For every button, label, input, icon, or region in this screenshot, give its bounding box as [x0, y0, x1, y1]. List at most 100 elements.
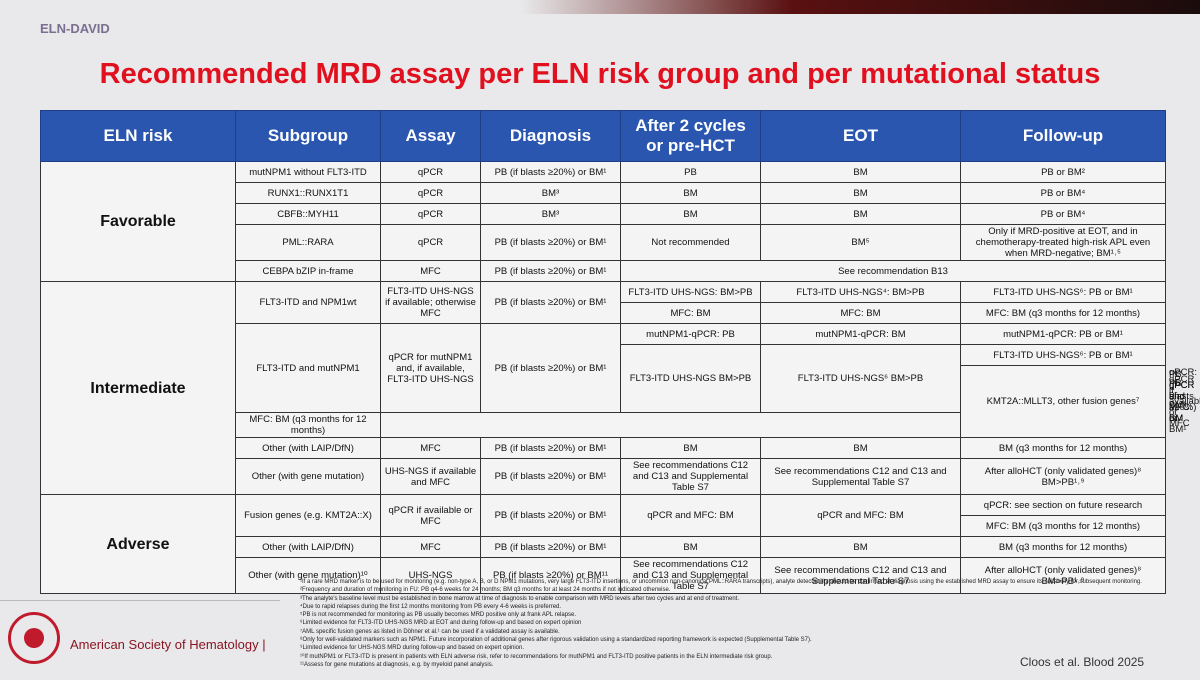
cell: PB or BM²	[960, 161, 1166, 183]
footnote: ⁵PB is not recommended for monitoring as…	[300, 612, 577, 619]
footnote: ¹⁰If mutNPM1 or FLT3-ITD is present in p…	[300, 653, 773, 660]
cell: MFC	[380, 437, 481, 459]
cell: MFC	[380, 260, 481, 282]
footnote: ⁴Due to rapid relapses during the first …	[300, 603, 562, 610]
cell: BM³	[480, 182, 621, 204]
cell: qPCR and MFC: BM	[620, 494, 761, 537]
mrd-table: ELN risk Subgroup Assay Diagnosis After …	[40, 110, 1200, 594]
cell: FLT3-ITD UHS-NGS⁴: BM>PB	[760, 281, 961, 303]
risk-cell: Intermediate	[40, 281, 236, 495]
cell: PB (if blasts ≥20%) or BM¹	[480, 260, 621, 282]
cell: Other (with gene mutation)	[235, 458, 381, 495]
footnote: ⁹Limited evidence for UHS-NGS MRD during…	[300, 645, 525, 652]
cell: BM	[760, 203, 961, 225]
cell: mutNPM1-qPCR: BM	[760, 323, 961, 345]
ash-logo	[8, 612, 60, 664]
header-row: ELN risk Subgroup Assay Diagnosis After …	[40, 110, 1166, 162]
top-band	[520, 0, 1200, 14]
cell: PB (if blasts ≥20%) or BM¹	[480, 437, 621, 459]
table-row: FLT3-ITD UHS-NGS BM>PB FLT3-ITD UHS-NGS⁶ …	[41, 344, 1166, 413]
cell: qPCR for mutNPM1 and, if available, FLT3…	[380, 323, 481, 413]
cell: mutNPM1-qPCR: PB	[620, 323, 761, 345]
cell: MFC: BM (q3 months for 12 months)	[960, 515, 1166, 537]
cell: See recommendations C12 and C13 and Supp…	[620, 458, 761, 495]
table-row: Other (with LAIP/DfN) MFC PB (if blasts ≥2…	[41, 437, 1166, 459]
cell: MFC: BM (q3 months for 12 months)	[235, 412, 381, 438]
cell: qPCR and MFC: BM	[760, 494, 961, 537]
cell: FLT3-ITD UHS-NGS⁶: PB or BM¹	[960, 344, 1166, 366]
cell: BM	[760, 182, 961, 204]
cell: PB (if blasts ≥20%) or BM¹	[480, 281, 621, 324]
cell: PB (if blasts ≥20%) or BM¹	[480, 536, 621, 558]
cell: PB (if blasts ≥20%) or BM¹	[480, 458, 621, 495]
cell: qPCR: see section on future research	[960, 494, 1166, 516]
cell: FLT3-ITD and mutNPM1	[235, 323, 381, 413]
cell: qPCR	[380, 161, 481, 183]
cell: BM (q3 months for 12 months)	[960, 536, 1166, 558]
cell: MFC: BM	[620, 302, 761, 324]
footnote: ⁸Only for well-validated markers such as…	[300, 637, 812, 644]
risk-cell: Favorable	[40, 161, 236, 282]
cell: Only if MRD-positive at EOT, and in chem…	[960, 224, 1166, 261]
cell: CEBPA bZIP in-frame	[235, 260, 381, 282]
footnote: ²Frequency and duration of monitoring in…	[300, 587, 671, 594]
column-header: Subgroup	[235, 110, 381, 162]
cell: qPCR	[380, 182, 481, 204]
cell: See recommendations C12 and C13 and Supp…	[760, 557, 961, 594]
cell: qPCR if available or MFC	[380, 494, 481, 537]
cell: mutNPM1-qPCR: PB or BM¹	[960, 323, 1166, 345]
cell: See recommendations C12 and C13 and Supp…	[760, 458, 961, 495]
cell: PB (if blasts ≥20%) or BM¹	[480, 494, 621, 537]
risk-cell: Adverse	[40, 494, 236, 594]
table-row: Other (with gene mutation)¹⁰ UHS-NGS PB (i…	[41, 557, 1166, 594]
column-header: Assay	[380, 110, 481, 162]
cell: PML::RARA	[235, 224, 381, 261]
cell: BM	[620, 203, 761, 225]
cell: RUNX1::RUNX1T1	[235, 182, 381, 204]
title: Recommended MRD assay per ELN risk group…	[99, 58, 1101, 90]
cell: BM	[620, 437, 761, 459]
cell: Not recommended	[620, 224, 761, 261]
cell: PB (if blasts ≥20%) or BM¹¹	[480, 557, 621, 594]
footnote: ¹¹Assess for gene mutations at diagnosis…	[300, 661, 494, 668]
cell: PB (if blasts ≥20%) or BM¹	[480, 224, 621, 261]
table-row: KMT2A::MLLT3, other fusion genes⁷ qPCR if…	[41, 365, 1200, 438]
cell: FLT3-ITD UHS-NGS if available; otherwise…	[380, 281, 481, 324]
table-row: Adverse Fusion genes (e.g. KMT2A::X) qPCR …	[40, 494, 1166, 594]
footnote: ³The analyte's baseline level must be es…	[300, 595, 740, 602]
cell: UHS-NGS	[380, 557, 481, 594]
footnote: ⁶Limited evidence for FLT3-ITD UHS-NGS M…	[300, 620, 582, 627]
cell: PB or BM⁴	[960, 182, 1166, 204]
table-row: CEBPA bZIP in-frame MFC PB (if blasts ≥20%…	[41, 260, 1166, 282]
column-header: Follow-up	[960, 110, 1166, 162]
cell: BM (q3 months for 12 months)	[960, 437, 1166, 459]
society: American Society of Hematology |	[70, 637, 266, 652]
logo: ELN-DAVID	[40, 21, 110, 36]
table-row: Intermediate FLT3-ITD and NPM1wt FLT3-ITD …	[40, 281, 1166, 495]
cell: BM	[760, 437, 961, 459]
cell: FLT3-ITD UHS-NGS⁶: PB or BM¹	[960, 281, 1166, 303]
column-header: After 2 cycles or pre-HCT	[620, 110, 761, 162]
cell: qPCR	[380, 203, 481, 225]
cell: PB	[620, 161, 761, 183]
cell: FLT3-ITD and NPM1wt	[235, 281, 381, 324]
cell: PB (if blasts ≥20%) or BM¹	[480, 161, 621, 183]
cell: PB (if blasts ≥20%) or BM¹	[480, 323, 621, 413]
cell: BM	[760, 536, 961, 558]
footnote: ¹If a rare MRD marker is to be used for …	[300, 579, 1142, 585]
cell: BM	[760, 161, 961, 183]
cell: Other (with gene mutation)¹⁰	[235, 557, 381, 594]
separator	[0, 600, 280, 601]
cell: After alloHCT (only validated genes)⁸ BM…	[960, 557, 1166, 594]
cell: See recommendation B13	[620, 260, 1166, 282]
cell: FLT3-ITD UHS-NGS⁶ BM>PB	[760, 344, 961, 413]
citation: Cloos et al. Blood 2025	[1020, 655, 1145, 669]
cell: FLT3-ITD UHS-NGS BM>PB	[620, 344, 761, 413]
table-row: MFC: BM MFC: BM MFC: BM (q3 months for 12 …	[41, 302, 1166, 324]
cell: PB or BM⁴	[960, 203, 1166, 225]
column-header: ELN risk	[40, 110, 236, 162]
cell: MFC: BM (q3 months for 12 months)	[960, 302, 1166, 324]
table-body: Favorable mutNPM1 without FLT3-ITD qPCR PB …	[40, 161, 1200, 594]
cell: After alloHCT (only validated genes)⁸ BM…	[960, 458, 1166, 495]
